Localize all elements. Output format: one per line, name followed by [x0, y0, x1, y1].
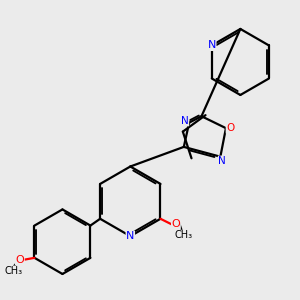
Text: O: O [172, 219, 180, 229]
Text: CH₃: CH₃ [175, 230, 193, 240]
Text: O: O [16, 255, 24, 265]
Text: N: N [218, 156, 226, 166]
Text: O: O [226, 123, 234, 133]
Text: N: N [126, 231, 134, 241]
Text: CH₃: CH₃ [5, 266, 23, 276]
Text: N: N [181, 116, 189, 126]
Text: N: N [208, 40, 216, 50]
